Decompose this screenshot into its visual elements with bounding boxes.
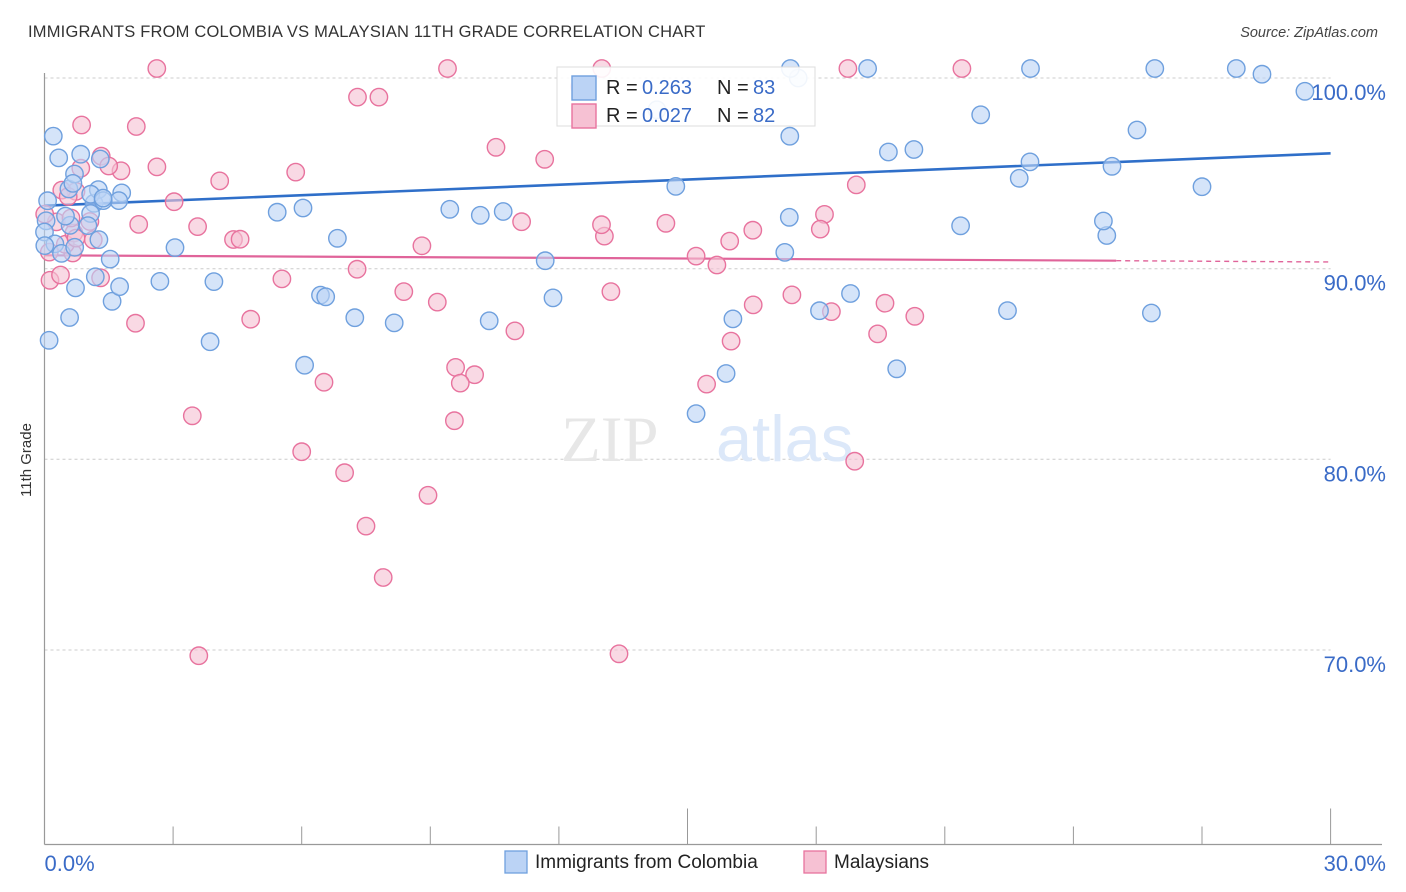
svg-text:30.0%: 30.0% (1324, 851, 1386, 876)
svg-text:Malaysians: Malaysians (834, 852, 929, 873)
svg-text:90.0%: 90.0% (1324, 271, 1386, 296)
svg-text:83: 83 (753, 77, 775, 99)
svg-text:atlas: atlas (716, 402, 853, 475)
svg-text:70.0%: 70.0% (1324, 652, 1386, 677)
svg-text:Immigrants from Colombia: Immigrants from Colombia (535, 852, 758, 873)
svg-text:100.0%: 100.0% (1311, 80, 1386, 105)
svg-text:ZIP: ZIP (561, 404, 659, 476)
svg-text:R =: R = (606, 77, 638, 99)
svg-text:N =: N = (717, 77, 749, 99)
svg-text:82: 82 (753, 105, 775, 127)
svg-text:N =: N = (717, 105, 749, 127)
svg-text:80.0%: 80.0% (1324, 461, 1386, 486)
svg-text:0.263: 0.263 (642, 77, 692, 99)
svg-text:0.027: 0.027 (642, 105, 692, 127)
svg-text:0.0%: 0.0% (45, 851, 95, 876)
svg-text:R =: R = (606, 105, 638, 127)
